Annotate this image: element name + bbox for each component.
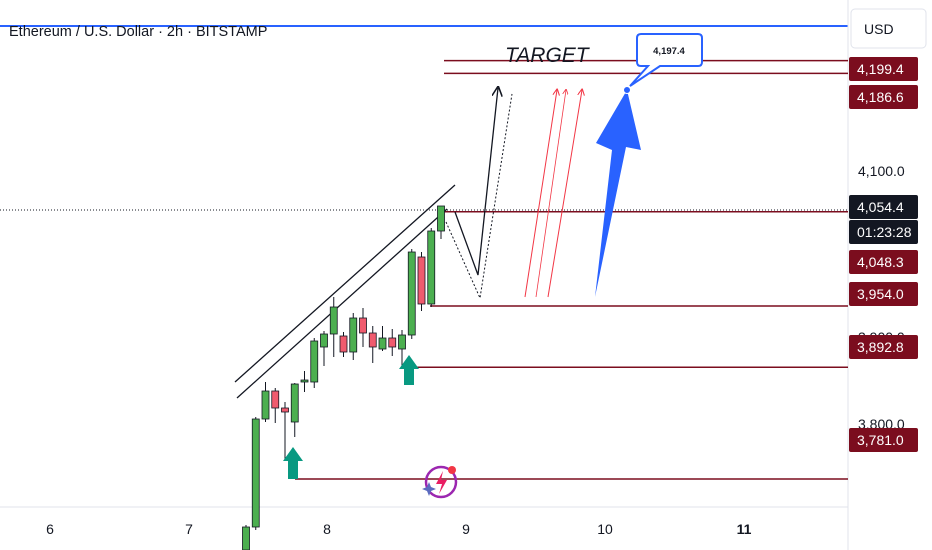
target-callout-value: 4,197.4 [653,46,685,57]
price-badge-bg [849,282,918,306]
price-badge-label: 01:23:28 [857,224,912,240]
time-tick: 11 [737,521,752,537]
horizontal-levels[interactable] [295,59,848,480]
candle-body [261,390,270,420]
candle-body [339,335,348,353]
candle[interactable] [329,297,338,357]
candle[interactable] [359,308,367,347]
candle[interactable] [378,326,387,351]
candle[interactable] [290,383,299,437]
candle[interactable] [300,371,309,392]
candle-body [378,337,387,350]
price-badge-bg [849,335,918,359]
candle-body [251,418,260,528]
candle-body [388,337,397,348]
price-badge[interactable]: 4,199.4 [849,57,918,81]
candle[interactable] [388,329,397,356]
candle-body [290,383,299,423]
price-badge-bg [849,57,918,81]
price-badge[interactable]: 3,781.0 [849,428,918,452]
sparkle-logo-icon [422,465,458,499]
projection-path-dotted[interactable] [445,93,513,300]
candle[interactable] [437,205,445,239]
candle[interactable] [407,249,416,339]
price-badge-label: 3,781.0 [857,432,904,448]
candle-body [427,230,436,305]
candle-body [242,526,250,550]
candle[interactable] [310,338,319,388]
candle-body [300,379,309,383]
price-badge-label: 4,054.4 [857,199,904,215]
candle[interactable] [368,326,377,363]
candle[interactable] [271,388,280,423]
chart-title: Ethereum / U.S. Dollar · 2h · BITSTAMP [9,24,267,40]
target-point[interactable] [623,86,631,94]
projection-arrow-red[interactable] [524,90,557,298]
candle[interactable] [261,382,270,422]
up-arrow-marker[interactable] [283,447,303,479]
price-badge-label: 4,048.3 [857,254,904,270]
price-badge-bg [849,195,918,219]
candle-body [437,205,445,232]
time-tick: 6 [46,521,54,537]
currency-button[interactable] [850,8,927,49]
candle-body [271,390,280,409]
candle-body [349,317,358,353]
candle-body [320,333,328,348]
price-badge[interactable]: 4,054.4 [849,195,918,219]
candle[interactable] [427,228,436,307]
price-badge-label: 4,199.4 [857,61,904,77]
candle[interactable] [398,330,406,368]
time-tick: 10 [597,521,613,537]
price-badge-label: 4,186.6 [857,89,904,105]
target-callout[interactable] [629,33,703,87]
price-axis-panel[interactable] [848,0,932,550]
projection-arrow-red[interactable] [535,90,566,298]
projection-arrow-red[interactable] [547,90,582,298]
up-arrow-marker[interactable] [399,355,419,385]
candle[interactable] [242,525,250,550]
price-badge[interactable]: 4,186.6 [849,85,918,109]
candle[interactable] [251,417,260,530]
candle[interactable] [417,252,426,311]
price-badge[interactable]: 3,954.0 [849,282,918,306]
price-badges[interactable]: 4,199.4 4,186.6 4,054.4 01:23:28 4,048.3 3,95… [849,57,918,452]
target-arrow-blue[interactable] [595,90,641,297]
time-tick: 9 [462,521,470,537]
price-badge-bg [849,428,918,452]
candle[interactable] [349,313,358,360]
price-badge-bg [849,85,918,109]
candle-body [398,334,406,350]
price-badge-bg [849,220,918,244]
candle-body [407,251,416,336]
header-accent-line [0,25,848,27]
candle-body [281,407,289,413]
candle[interactable] [281,402,289,460]
candle-body [310,340,319,383]
candle[interactable] [320,331,328,366]
price-badge-label: 3,892.8 [857,339,904,355]
price-badge-label: 3,954.0 [857,286,904,302]
channel-lower-line[interactable] [236,208,448,399]
currency-label: USD [864,21,894,37]
time-tick: 8 [323,521,331,537]
projection-path[interactable] [454,88,498,276]
candle-body [329,306,338,335]
candle-body [368,332,377,348]
time-tick: 7 [185,521,193,537]
candle[interactable] [339,332,348,357]
price-tick: 4,100.0 [858,163,905,179]
price-badge-bg [849,250,918,274]
candles[interactable] [242,205,445,550]
target-label: TARGET [505,44,591,67]
price-badge[interactable]: 4,048.3 [849,250,918,274]
price-badge[interactable]: 01:23:28 [849,220,918,244]
candle-body [417,256,426,305]
candle-body [359,317,367,334]
price-badge[interactable]: 3,892.8 [849,335,918,359]
channel-upper-line[interactable] [234,184,456,383]
